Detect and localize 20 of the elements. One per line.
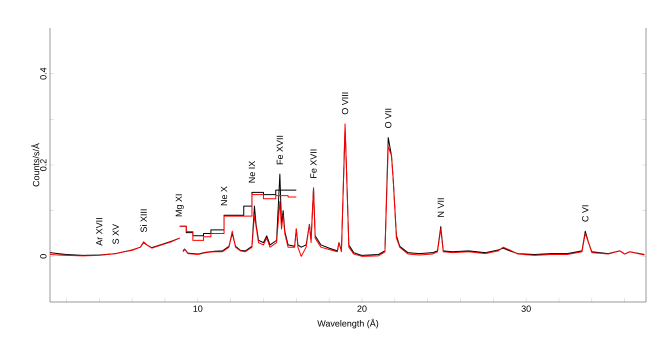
x-tick-label: 20	[357, 306, 367, 312]
annotation: O VIII	[342, 92, 348, 114]
annotation: N VII	[438, 198, 444, 217]
y-tick-label: 0.2	[40, 159, 46, 171]
annotation: Mg XI	[176, 194, 184, 216]
annotation: Ne X	[220, 186, 228, 206]
annotation: Ar XVII	[96, 218, 102, 246]
annotation: Ne IX	[248, 160, 256, 182]
x-tick-label: 10	[193, 306, 202, 312]
y-tick-label: 0	[40, 254, 46, 258]
y-tick-label: 0.4	[40, 68, 46, 80]
annotation: S XV	[112, 224, 119, 244]
annotation: Si XIII	[140, 209, 147, 232]
annotation: O VII	[385, 108, 392, 128]
y-axis-title: Counts/s/Å	[31, 143, 40, 186]
annotation: Fe XVII	[310, 150, 317, 178]
annotation: Fe XVII	[276, 136, 283, 164]
x-tick-label: 30	[522, 306, 531, 312]
annotation: C VI	[582, 205, 588, 222]
x-axis-title: Wavelength (Å)	[317, 318, 378, 328]
